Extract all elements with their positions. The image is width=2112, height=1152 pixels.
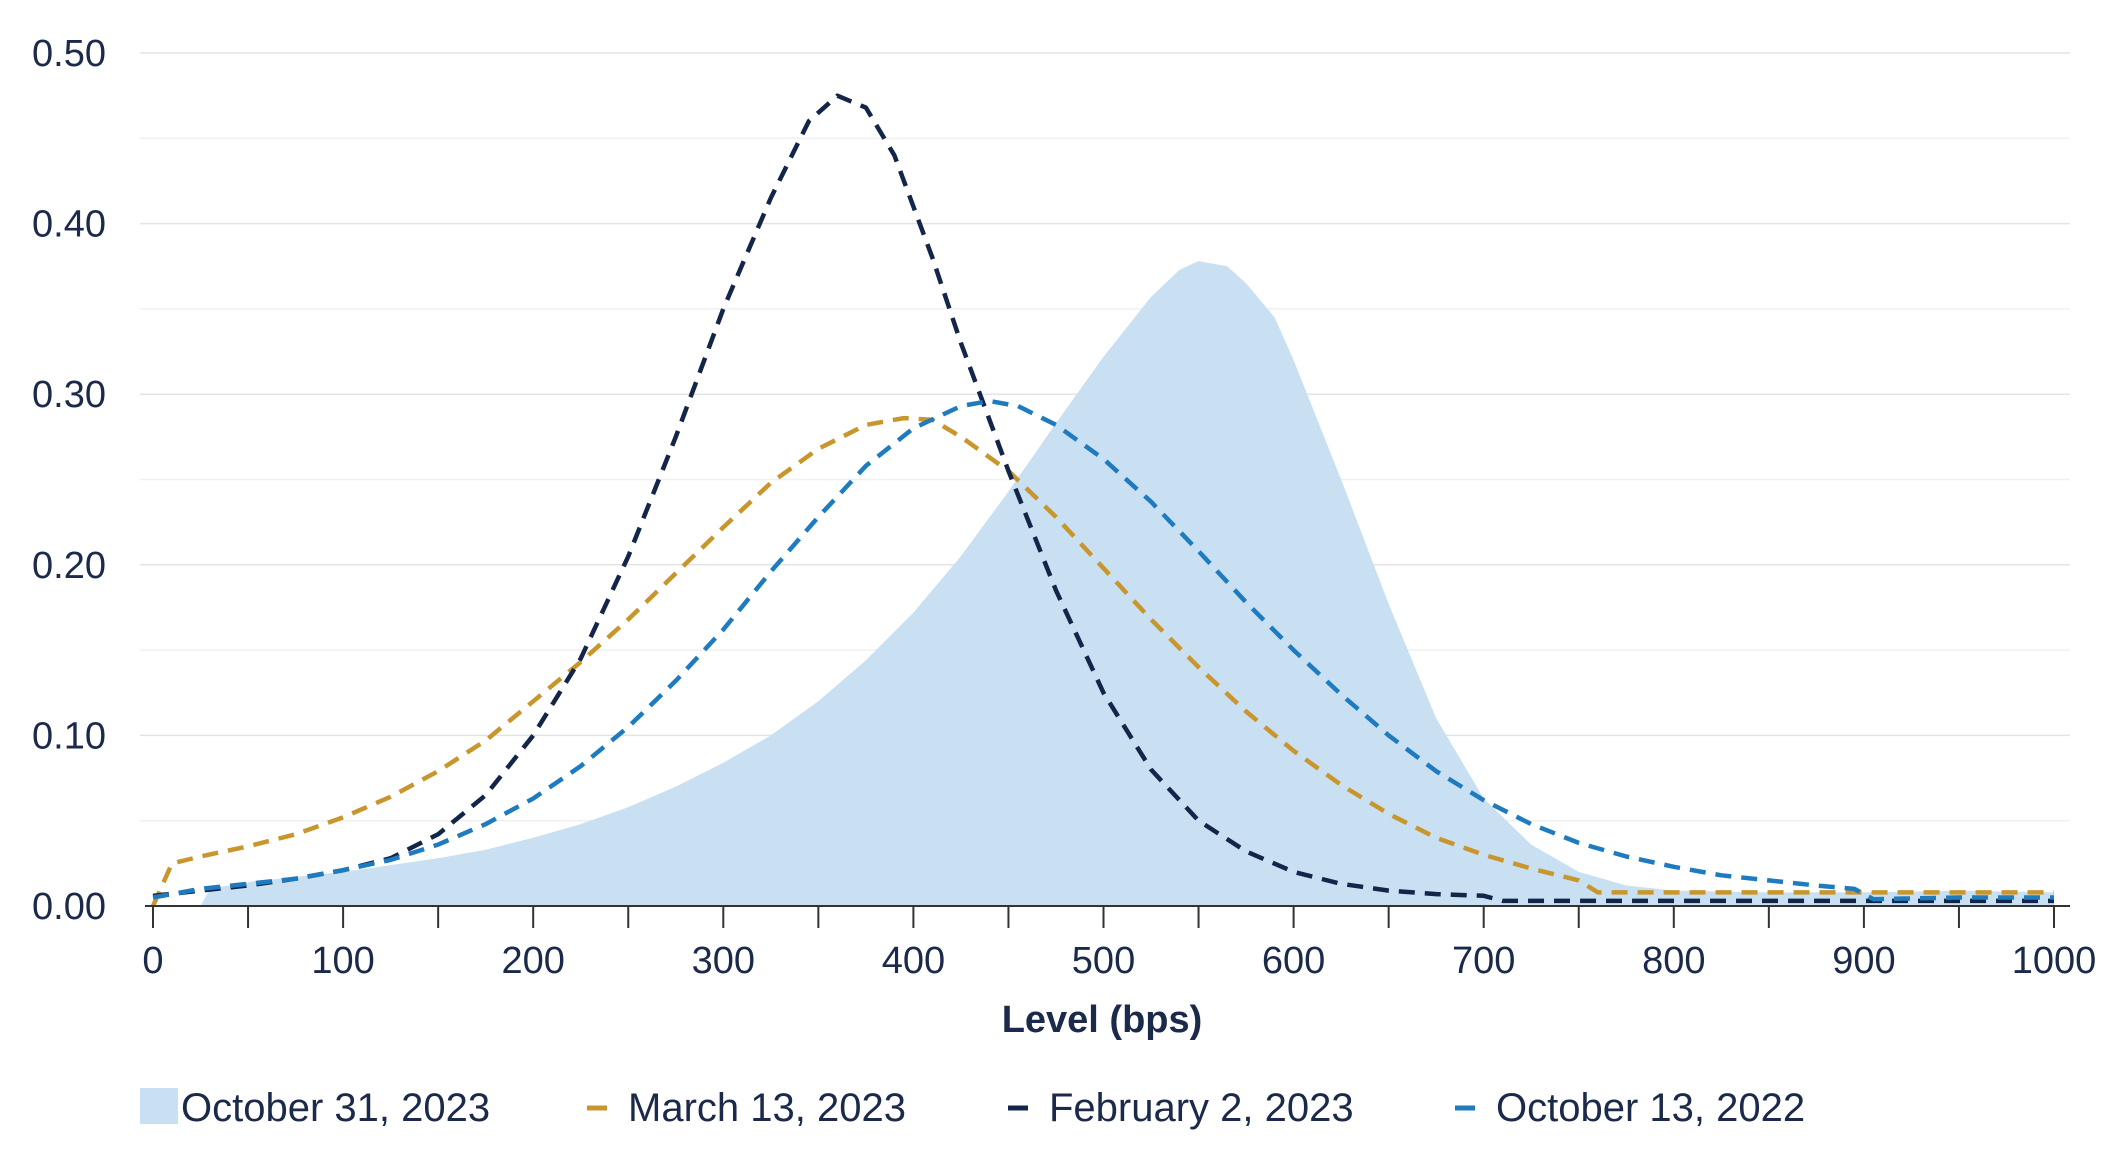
x-axis-title: Level (bps) xyxy=(1002,999,1203,1041)
series-area-0 xyxy=(153,261,2054,907)
legend-label: October 13, 2022 xyxy=(1496,1086,1805,1130)
x-tick-label: 100 xyxy=(311,940,374,982)
y-tick-label: 0.20 xyxy=(32,545,106,587)
legend-item-2: February 2, 2023 xyxy=(1008,1086,1354,1130)
y-tick-label: 0.10 xyxy=(32,715,106,757)
y-tick-label: 0.40 xyxy=(32,204,106,246)
legend-label: October 31, 2023 xyxy=(181,1086,490,1130)
x-tick-label: 300 xyxy=(692,940,755,982)
legend-item-0: October 31, 2023 xyxy=(140,1086,490,1130)
x-tick-label: 500 xyxy=(1072,940,1135,982)
legend-item-3: October 13, 2022 xyxy=(1455,1086,1805,1130)
series-line-2 xyxy=(152,93,2054,904)
legend-label: March 13, 2023 xyxy=(628,1086,906,1130)
y-axis-tick-labels: 0.00 0.10 0.20 0.30 0.40 0.50 xyxy=(32,33,106,928)
series-layer xyxy=(150,93,2054,907)
legend-item-1: March 13, 2023 xyxy=(587,1086,906,1130)
x-tick-label: 900 xyxy=(1832,940,1895,982)
y-tick-label: 0.00 xyxy=(32,886,106,928)
x-tick-label: 700 xyxy=(1452,940,1515,982)
legend: October 31, 2023 March 13, 2023 February 2… xyxy=(140,1086,1805,1130)
x-tick-label: 200 xyxy=(501,940,564,982)
x-tick-label: 800 xyxy=(1642,940,1705,982)
x-tick-label: 0 xyxy=(142,940,163,982)
series-line-3 xyxy=(152,398,2054,902)
x-axis: 0 100 200 300 400 500 600 700 800 900 1000 xyxy=(142,905,2097,982)
legend-swatch xyxy=(140,1088,178,1124)
y-tick-label: 0.50 xyxy=(32,33,106,75)
x-tick-label: 600 xyxy=(1262,940,1325,982)
x-tick-label: 1000 xyxy=(2012,940,2097,982)
y-tick-label: 0.30 xyxy=(32,374,106,416)
x-tick-label: 400 xyxy=(882,940,945,982)
legend-label: February 2, 2023 xyxy=(1049,1086,1354,1130)
